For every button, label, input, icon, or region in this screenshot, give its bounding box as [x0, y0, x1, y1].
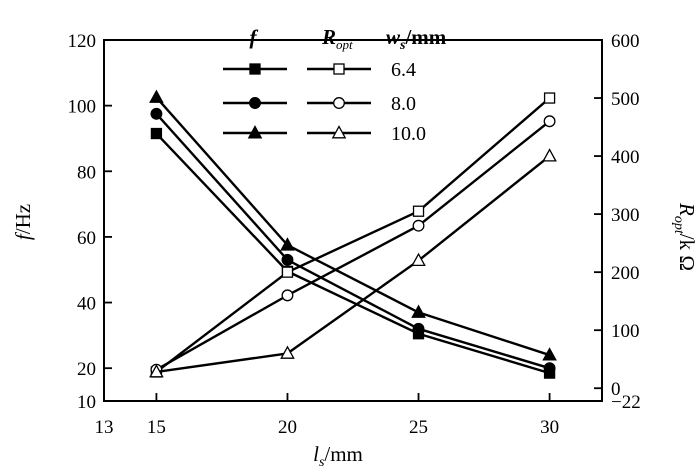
data-point-ropt-ws-6-4: [543, 92, 556, 104]
y-left-tick-label: 80: [77, 162, 96, 183]
plot-frame: [103, 39, 603, 402]
series-line-ropt-ws-10-0: [156, 155, 551, 374]
legend-marker-r-opt: [333, 97, 345, 109]
data-point-f-ws-10-0: [411, 304, 426, 318]
legend-header-f: f: [250, 25, 259, 49]
x-tick-label: 25: [409, 417, 428, 438]
x-tick-label: 20: [278, 417, 297, 438]
y-right-tick-label: 200: [611, 263, 640, 284]
data-point-ropt-ws-10-0: [280, 345, 295, 359]
y-left-tick-label: 20: [77, 359, 96, 380]
x-tick-label: 15: [147, 417, 166, 438]
y-left-axis-label: f/Hz: [11, 204, 35, 240]
series-line-f-ws-6-4: [155, 132, 550, 375]
data-point-ropt-ws-6-4: [281, 266, 294, 278]
y-left-tick-label: 120: [68, 31, 97, 52]
data-point-f-ws-8-0: [412, 322, 425, 335]
legend-entry-label: 8.0: [391, 93, 416, 115]
data-point-f-ws-10-0: [149, 89, 164, 103]
x-tick-label: 13: [95, 417, 114, 438]
legend-header-ws: ws/mm: [386, 25, 447, 53]
data-point-f-ws-10-0: [542, 347, 557, 361]
data-point-ropt-ws-6-4: [412, 205, 425, 217]
data-point-ropt-ws-8-0: [543, 115, 556, 128]
x-tick-label: 30: [540, 417, 559, 438]
data-point-f-ws-6-4: [150, 127, 163, 140]
y-left-tick-label: 10: [77, 392, 96, 413]
y-right-tick-label: 500: [611, 89, 640, 110]
x-axis-label: ls/mm: [313, 442, 363, 470]
y-right-tick-label: 100: [611, 321, 640, 342]
series-line-ropt-ws-8-0: [155, 120, 551, 371]
y-left-tick-label: 40: [77, 294, 96, 315]
data-point-f-ws-8-0: [150, 107, 163, 120]
legend-marker-r-opt: [331, 125, 347, 139]
y-right-tick-label: 0: [611, 379, 621, 400]
y-right-tick-label: 600: [611, 31, 640, 52]
legend-entry-label: 6.4: [391, 59, 416, 81]
data-point-ropt-ws-8-0: [412, 219, 425, 232]
legend-marker-f: [247, 125, 263, 139]
legend-marker-f: [249, 63, 261, 75]
data-point-f-ws-8-0: [543, 362, 556, 375]
legend-header-r-opt: Ropt: [321, 25, 353, 52]
data-point-ropt-ws-8-0: [281, 289, 294, 302]
y-left-tick-label: 60: [77, 228, 96, 249]
y-right-axis-label: Ropt/k Ω: [671, 202, 699, 271]
data-point-ropt-ws-10-0: [411, 252, 426, 266]
y-right-tick-label: 300: [611, 205, 640, 226]
data-point-ropt-ws-10-0: [149, 364, 164, 378]
legend-marker-f: [249, 97, 261, 109]
series-line-f-ws-10-0: [155, 96, 550, 357]
data-point-f-ws-8-0: [281, 253, 294, 266]
y-right-tick-label: 400: [611, 147, 640, 168]
y-left-tick-label: 100: [68, 97, 97, 118]
legend-marker-r-opt: [333, 63, 345, 75]
data-point-f-ws-10-0: [280, 237, 295, 251]
legend-entry-label: 10.0: [391, 123, 426, 145]
data-point-ropt-ws-10-0: [542, 148, 557, 162]
y-right-tick-label: −22: [611, 392, 641, 413]
series-line-f-ws-8-0: [155, 113, 550, 370]
series-line-ropt-ws-6-4: [155, 97, 551, 373]
